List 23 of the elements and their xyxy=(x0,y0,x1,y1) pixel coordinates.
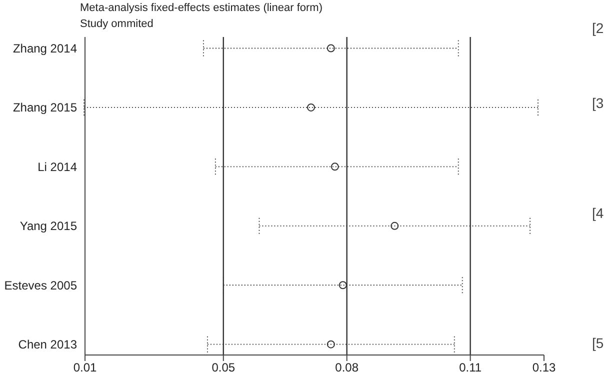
point xyxy=(330,162,339,171)
chart-subtitle: Study ommited xyxy=(80,18,154,30)
x-tick-label: 0.05 xyxy=(212,360,236,375)
point xyxy=(338,281,347,290)
point xyxy=(390,222,399,230)
point xyxy=(326,44,335,52)
y-tick-label: Li 2014 xyxy=(38,160,78,174)
text: [2 xyxy=(592,20,604,36)
text: [5 xyxy=(592,335,604,351)
y-tick-label: Zhang 2014 xyxy=(12,41,78,56)
y-tick-label: Zhang 2015 xyxy=(12,100,78,115)
x-tick-label: 0.08 xyxy=(335,360,359,375)
point xyxy=(326,340,335,348)
point xyxy=(307,103,316,112)
text: [3 xyxy=(592,95,604,111)
x-tick-label: 0.13 xyxy=(532,360,556,375)
y-tick-label: Chen 2013 xyxy=(18,338,78,352)
y-tick-label: Yang 2015 xyxy=(20,219,78,234)
y-tick-label: Esteves 2005 xyxy=(4,278,78,292)
x-tick-label: 0.11 xyxy=(459,360,482,375)
text: [4 xyxy=(592,205,604,221)
chart-title: Meta-analysis fixed-effects estimates (linear form) xyxy=(80,2,322,14)
x-tick-label: 0.01 xyxy=(73,360,97,375)
